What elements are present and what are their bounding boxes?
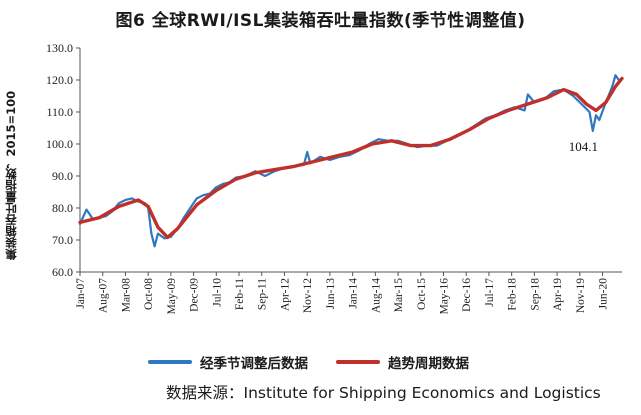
- x-tick-label: Feb-11: [234, 278, 246, 310]
- x-tick-label: Dec-09: [189, 278, 201, 312]
- x-tick-label: Jun-13: [325, 278, 337, 310]
- x-tick-label: Sep-11: [257, 278, 269, 310]
- annotation-label: 104.1: [569, 139, 598, 154]
- x-tick-label: Jul-10: [211, 278, 223, 307]
- x-tick-label: Oct-15: [416, 278, 428, 310]
- y-tick-label: 110.0: [46, 105, 73, 119]
- x-tick-label: Jun-20: [598, 278, 610, 310]
- x-tick-label: May-16: [438, 278, 450, 315]
- legend-swatch-blue: [148, 360, 192, 364]
- x-tick-label: Mar-08: [120, 278, 132, 313]
- x-tick-label: Mar-15: [393, 278, 405, 313]
- legend-label-sa: 经季节调整后数据: [200, 356, 308, 372]
- x-tick-label: Apr-19: [552, 278, 564, 311]
- legend-item-sa: 经季节调整后数据: [148, 350, 308, 374]
- x-tick-label: May-09: [166, 278, 178, 315]
- y-tick-label: 70.0: [52, 233, 73, 247]
- legend-item-trend: 趋势周期数据: [336, 350, 469, 374]
- y-tick-label: 90.0: [52, 169, 73, 183]
- x-tick-label: Jan-14: [348, 278, 360, 309]
- x-tick-label: Aug-07: [98, 278, 110, 313]
- chart-title: 图6 全球RWI/ISL集装箱吞吐量指数(季节性调整值): [115, 11, 526, 31]
- y-tick-label: 80.0: [52, 201, 73, 215]
- legend-label-trend: 趋势周期数据: [388, 356, 469, 372]
- y-tick-label: 60.0: [52, 265, 73, 279]
- trend-cycle-line: [78, 76, 624, 240]
- x-tick-label: Nov-12: [302, 278, 314, 313]
- x-tick-label: Jan-07: [75, 278, 87, 309]
- x-tick-label: Oct-08: [143, 278, 155, 310]
- y-tick-label: 120.0: [46, 73, 73, 87]
- x-tick-label: Sep-18: [529, 278, 541, 311]
- x-tick-label: Aug-14: [370, 278, 382, 313]
- x-tick-label: Dec-16: [461, 278, 473, 312]
- y-tick-label: 100.0: [46, 137, 73, 151]
- x-tick-label: Apr-12: [279, 278, 291, 311]
- y-tick-label: 130.0: [46, 41, 73, 55]
- legend: 经季节调整后数据 趋势周期数据: [148, 350, 548, 374]
- legend-swatch-red: [336, 360, 380, 364]
- x-tick-label: Nov-19: [575, 278, 587, 313]
- source-note: 数据来源：Institute for Shipping Economics an…: [166, 384, 601, 402]
- x-tick-label: Jul-17: [484, 278, 496, 307]
- x-tick-label: Feb-18: [507, 278, 519, 311]
